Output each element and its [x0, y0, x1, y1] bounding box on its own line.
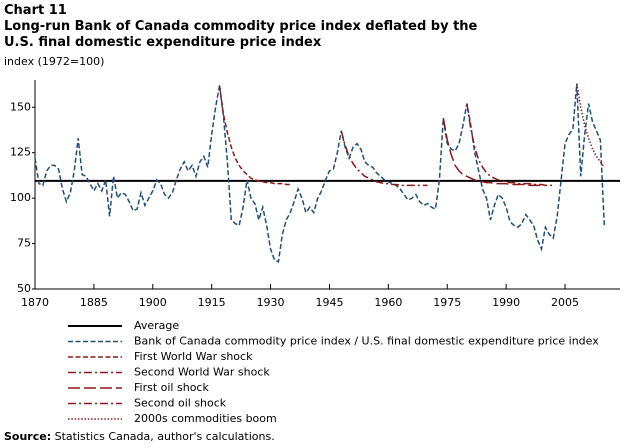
x-tick-label: 1870: [21, 296, 49, 309]
legend-label: Average: [134, 319, 179, 332]
source-text: Statistics Canada, author's calculations…: [54, 430, 275, 443]
chart-title: Long-run Bank of Canada commodity price …: [4, 19, 478, 50]
legend-label: Bank of Canada commodity price index / U…: [134, 335, 599, 348]
legend-label: 2000s commodities boom: [134, 412, 277, 425]
legend-label: First World War shock: [134, 350, 253, 363]
series-line: [34, 83, 606, 263]
y-tick-label: 150: [10, 100, 31, 113]
series-line: [340, 130, 428, 187]
x-tick-label: 1885: [80, 296, 108, 309]
series-line: [218, 85, 291, 186]
x-tick-label: 1915: [198, 296, 226, 309]
legend-label: Second World War shock: [134, 366, 270, 379]
x-tick-label: 1945: [315, 296, 343, 309]
legend-label: First oil shock: [134, 381, 209, 394]
chart-number: Chart 11: [4, 3, 67, 18]
y-tick-label: 125: [10, 146, 31, 159]
y-axis-label: index (1972=100): [4, 55, 105, 68]
source: Source: Statistics Canada, author's calc…: [4, 430, 275, 443]
x-tick-label: 1975: [433, 296, 461, 309]
header: Chart 11 Long-run Bank of Canada commodi…: [4, 3, 504, 51]
y-tick-label: 100: [10, 191, 31, 204]
series-line: [442, 118, 546, 187]
series-line: [576, 83, 605, 168]
source-label: Source:: [4, 430, 52, 443]
x-tick-label: 1990: [492, 296, 520, 309]
series-line: [466, 103, 554, 187]
y-tick-label: 50: [17, 282, 31, 295]
x-tick-label: 1900: [139, 296, 167, 309]
legend-label: Second oil shock: [134, 397, 227, 410]
x-tick-label: 1930: [257, 296, 285, 309]
y-tick-label: 75: [17, 237, 31, 250]
x-tick-label: 2005: [551, 296, 579, 309]
x-tick-label: 1960: [374, 296, 402, 309]
